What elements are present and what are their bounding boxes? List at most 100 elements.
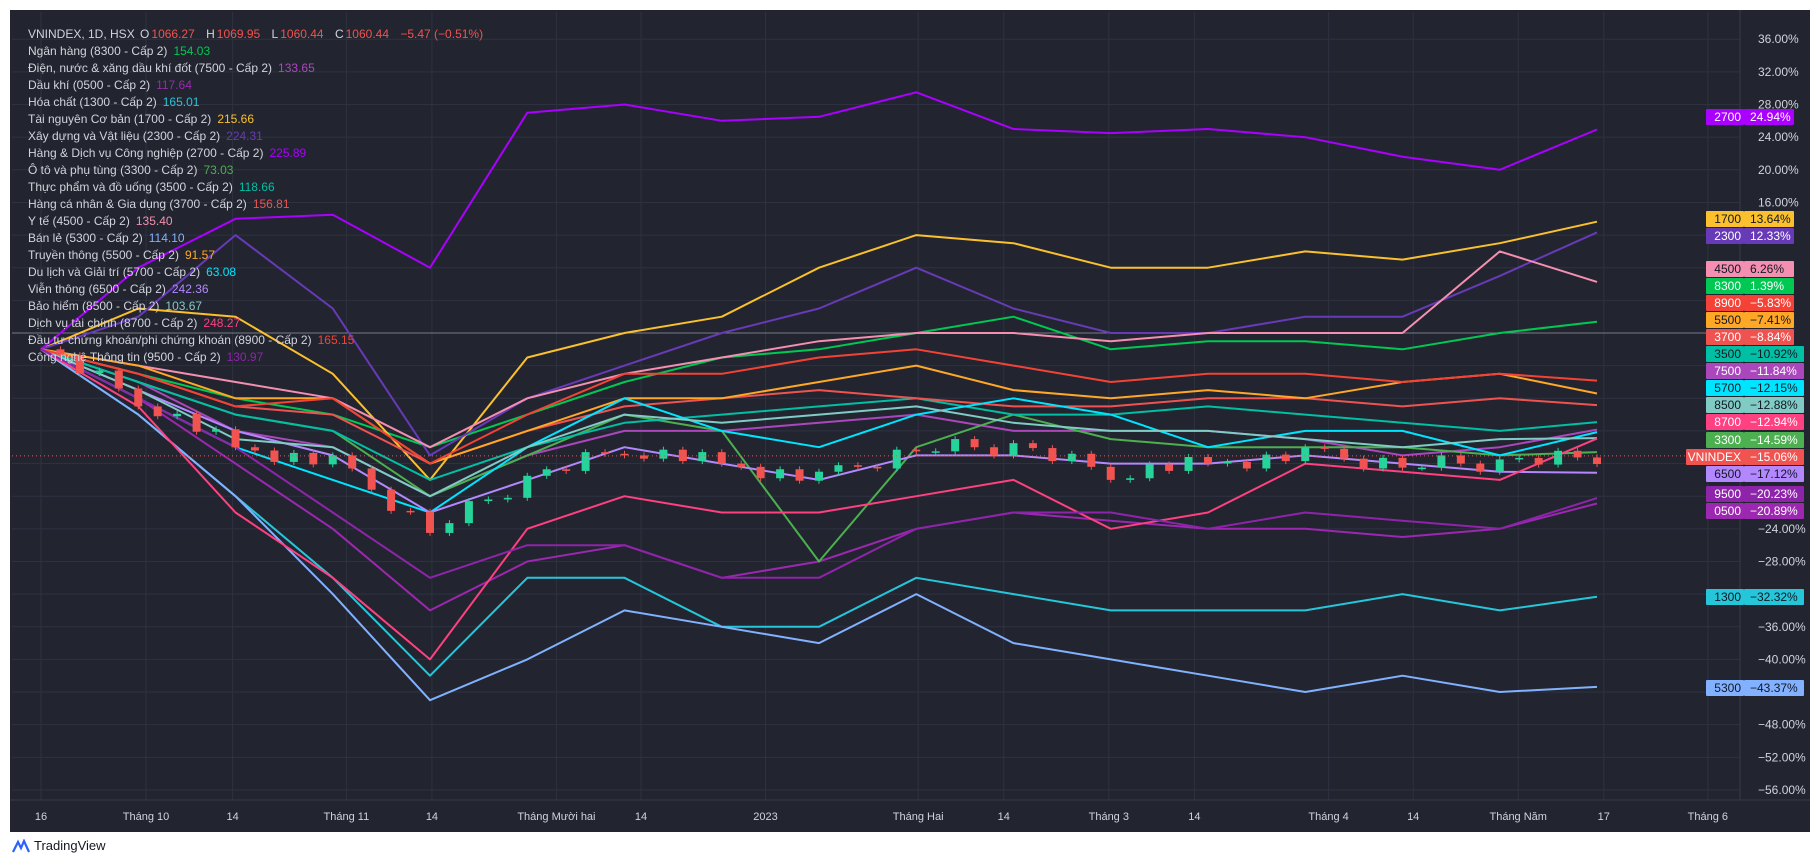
price-label-5700[interactable]: 5700 −12.15% (1706, 380, 1804, 396)
series-line-8300[interactable] (40, 315, 1598, 449)
series-line-8500[interactable] (40, 348, 1598, 498)
legend-item-3500[interactable]: Thực phẩm và đồ uống (3500 - Cấp 2) 118.6… (28, 179, 485, 196)
price-label-4500[interactable]: 4500 6.26% (1706, 261, 1794, 277)
legend-item-5700[interactable]: Du lịch và Giải trí (5700 - Cấp 2) 63.08 (28, 264, 485, 281)
chart-pane[interactable]: 36.00% 32.00% 28.00% 24.00% 20.00% 16.00% −24.… (10, 10, 1810, 832)
series-line-5500[interactable] (40, 348, 1598, 465)
chart-canvas[interactable]: 36.00% 32.00% 28.00% 24.00% 20.00% 16.00% −24.… (10, 10, 1810, 832)
series-line-7500[interactable] (40, 348, 1598, 498)
series-line-5300[interactable] (40, 348, 1598, 702)
price-label-9500[interactable]: 9500 −20.23% (1706, 486, 1804, 502)
legend-item-8700[interactable]: Dịch vụ tài chính (8700 - Cấp 2) 248.27 (28, 315, 485, 332)
x-tick-label[interactable]: Tháng 10 (123, 811, 169, 823)
legend-item-4500[interactable]: Y tế (4500 - Cấp 2) 135.40 (28, 213, 485, 230)
price-label-5300[interactable]: 5300 −43.37% (1706, 680, 1804, 696)
x-tick-label[interactable]: 14 (1188, 811, 1200, 823)
price-label-3300[interactable]: 3300 −14.59% (1706, 432, 1804, 448)
series-line-1700[interactable] (40, 220, 1598, 481)
price-label-2300[interactable]: 2300 12.33% (1706, 228, 1794, 244)
series-line-9500[interactable] (40, 348, 1598, 579)
legend-item-5500[interactable]: Truyền thông (5500 - Cấp 2) 91.57 (28, 247, 485, 264)
x-tick-label[interactable]: 17 (1598, 811, 1610, 823)
x-tick-label[interactable]: 14 (998, 811, 1010, 823)
legend-item-9500[interactable]: Công nghệ Thông tin (9500 - Cấp 2) 130.97 (28, 349, 485, 366)
price-label-value: −17.12% (1750, 467, 1798, 481)
candle-body (1145, 464, 1154, 479)
price-label-5500[interactable]: 5500 −7.41% (1706, 312, 1794, 328)
price-label-code-bg (1706, 295, 1744, 311)
x-tick-label[interactable]: 14 (426, 811, 438, 823)
price-label-1300[interactable]: 1300 −32.32% (1706, 589, 1804, 605)
x-tick-label[interactable]: Tháng 6 (1688, 811, 1728, 823)
legend-item-name: Đầu tư chứng khoán/phi chứng khoán (8900… (28, 333, 312, 347)
legend-item-5300[interactable]: Bán lẻ (5300 - Cấp 2) 114.10 (28, 230, 485, 247)
x-tick-label[interactable]: Tháng 3 (1089, 811, 1129, 823)
legend-item-value: 154.03 (173, 44, 211, 58)
x-tick-label[interactable]: Tháng 11 (324, 811, 370, 823)
tradingview-logo[interactable]: TradingView (12, 838, 106, 853)
x-tick-label[interactable]: 14 (226, 811, 238, 823)
legend-item-8900[interactable]: Đầu tư chứng khoán/phi chứng khoán (8900… (28, 332, 485, 349)
legend-item-value: 224.31 (226, 129, 263, 143)
price-label-8700[interactable]: 8700 −12.94% (1706, 414, 1804, 430)
legend-item-0500[interactable]: Dầu khí (0500 - Cấp 2) 117.64 (28, 77, 485, 94)
legend-item-1700[interactable]: Tài nguyên Cơ bản (1700 - Cấp 2) 215.66 (28, 111, 485, 128)
x-tick-label[interactable]: Tháng 4 (1308, 811, 1348, 823)
price-label-value: −11.84% (1750, 364, 1797, 378)
y-tick-label: 36.00% (1758, 32, 1799, 46)
x-tick-label[interactable]: Tháng Mười hai (517, 811, 595, 823)
x-tick-label[interactable]: Tháng Hai (893, 811, 944, 823)
legend-item-name: Tài nguyên Cơ bản (1700 - Cấp 2) (28, 112, 212, 126)
legend-item-8500[interactable]: Bảo hiểm (8500 - Cấp 2) 103.67 (28, 298, 485, 315)
price-label-8500[interactable]: 8500 −12.88% (1706, 397, 1804, 413)
price-label-0500[interactable]: 0500 −20.89% (1706, 503, 1804, 519)
price-label-value: 12.33% (1750, 229, 1791, 243)
series-line-3700[interactable] (40, 348, 1598, 465)
candle-body (1009, 443, 1018, 456)
price-label-value: −43.37% (1750, 681, 1798, 695)
price-label-3500[interactable]: 3500 −10.92% (1706, 346, 1804, 362)
legend-item-7500[interactable]: Điện, nước & xăng dầu khí đốt (7500 - Cấ… (28, 60, 485, 77)
x-tick-label[interactable]: 14 (1407, 811, 1419, 823)
series-line-8900[interactable] (40, 348, 1598, 465)
symbol-label[interactable]: VNINDEX, 1D, HSX (28, 27, 135, 41)
legend-item-6500[interactable]: Viễn thông (6500 - Cấp 2) 242.36 (28, 281, 485, 298)
candle-body (1242, 461, 1251, 469)
x-tick-label[interactable]: Tháng Năm (1489, 811, 1546, 823)
price-label-code-bg (1706, 397, 1744, 413)
price-label-1700[interactable]: 1700 13.64% (1706, 211, 1794, 227)
price-label-value: −8.84% (1750, 330, 1791, 344)
price-label-code: 3300 (1714, 433, 1741, 447)
legend-item-3300[interactable]: Ô tô và phụ tùng (3300 - Cấp 2) 73.03 (28, 162, 485, 179)
series-line-5700[interactable] (40, 348, 1598, 514)
legend-item-value: 156.81 (252, 197, 290, 211)
price-label-8300[interactable]: 8300 1.39% (1706, 278, 1794, 294)
price-label-2700[interactable]: 2700 24.94% (1706, 109, 1794, 125)
price-label-8900[interactable]: 8900 −5.83% (1706, 295, 1794, 311)
series-line-4500[interactable] (40, 250, 1598, 449)
series-line-1300[interactable] (40, 348, 1598, 677)
series-line-8700[interactable] (40, 348, 1598, 661)
legend-item-value: 103.67 (165, 299, 203, 313)
price-label-VNINDEX[interactable]: VNINDEX −15.06% (1686, 449, 1804, 465)
series-line-2700[interactable] (40, 91, 1598, 351)
price-label-7500[interactable]: 7500 −11.84% (1706, 363, 1804, 379)
price-label-6500[interactable]: 6500 −17.12% (1706, 466, 1804, 482)
legend-item-8300[interactable]: Ngân hàng (8300 - Cấp 2) 154.03 (28, 43, 485, 60)
legend-item-name: Công nghệ Thông tin (9500 - Cấp 2) (28, 350, 221, 364)
x-tick-label[interactable]: 2023 (753, 811, 777, 823)
series-line-2300[interactable] (40, 231, 1598, 457)
legend-item-2700[interactable]: Hàng & Dịch vụ Công nghiệp (2700 - Cấp 2… (28, 145, 485, 162)
candle-body (406, 510, 415, 513)
series-line-3500[interactable] (40, 348, 1598, 481)
price-label-3700[interactable]: 3700 −8.84% (1706, 329, 1794, 345)
candle-body (56, 349, 65, 356)
x-tick-label[interactable]: 14 (635, 811, 647, 823)
candle-body (114, 370, 123, 389)
price-label-code: 3700 (1714, 330, 1741, 344)
x-tick-label[interactable]: 16 (35, 811, 47, 823)
legend-item-1300[interactable]: Hóa chất (1300 - Cấp 2) 165.01 (28, 94, 485, 111)
price-label-value-bg (1744, 109, 1794, 125)
legend-item-2300[interactable]: Xây dựng và Vật liệu (2300 - Cấp 2) 224.3… (28, 128, 485, 145)
legend-item-3700[interactable]: Hàng cá nhân & Gia dụng (3700 - Cấp 2) 15… (28, 196, 485, 213)
